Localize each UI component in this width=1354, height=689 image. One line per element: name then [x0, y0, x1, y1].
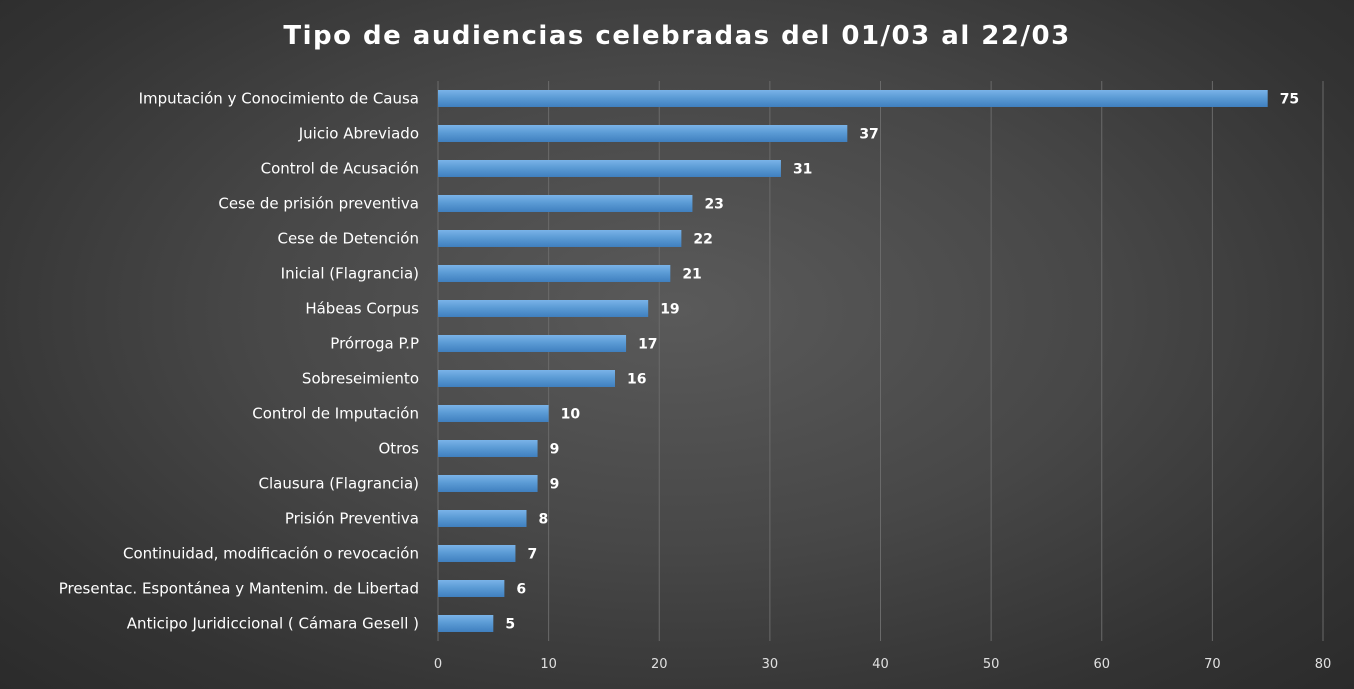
data-label: 10	[561, 407, 581, 423]
bar	[438, 440, 538, 457]
category-label: Control de Imputación	[252, 405, 419, 423]
bar	[438, 510, 527, 527]
bar	[438, 230, 682, 247]
bar	[438, 160, 781, 177]
x-tick-label: 80	[1315, 657, 1332, 672]
category-label: Anticipo Juridiccional ( Cámara Gesell )	[127, 615, 419, 633]
category-label: Cese de Detención	[277, 230, 419, 248]
x-tick-label: 30	[762, 657, 779, 672]
category-label: Continuidad, modificación o revocación	[123, 545, 419, 563]
x-tick-label: 20	[651, 657, 668, 672]
data-label: 19	[660, 302, 679, 318]
data-label: 5	[505, 617, 515, 633]
bar	[438, 615, 494, 632]
bar	[438, 405, 549, 422]
bar	[438, 370, 615, 387]
x-tick-label: 70	[1204, 657, 1221, 672]
data-label: 17	[638, 337, 657, 353]
category-label: Prórroga P.P	[330, 335, 419, 353]
category-label: Hábeas Corpus	[305, 300, 419, 318]
bar	[438, 475, 538, 492]
bars	[438, 90, 1268, 632]
category-label: Control de Acusación	[261, 160, 419, 178]
data-label: 7	[527, 547, 537, 563]
category-label: Juicio Abreviado	[298, 125, 419, 143]
data-label: 8	[539, 512, 549, 528]
data-label: 75	[1280, 92, 1299, 108]
bar	[438, 545, 516, 562]
bar	[438, 580, 505, 597]
x-tick-label: 50	[983, 657, 1000, 672]
x-axis-ticks: 0 10 20 30 40 50 60 70 80	[434, 657, 1331, 672]
data-label: 21	[682, 267, 701, 283]
category-labels: Imputación y Conocimiento de Causa Juicio…	[59, 90, 419, 633]
category-label: Presentac. Espontánea y Mantenim. de Lib…	[59, 580, 419, 598]
x-tick-label: 10	[540, 657, 557, 672]
bar	[438, 195, 693, 212]
category-label: Cese de prisión preventiva	[218, 195, 419, 213]
data-label: 37	[859, 127, 878, 143]
data-label: 9	[550, 477, 560, 493]
x-tick-label: 60	[1093, 657, 1110, 672]
data-label: 22	[693, 232, 712, 248]
data-label: 16	[627, 372, 646, 388]
category-label: Clausura (Flagrancia)	[259, 475, 419, 493]
chart-title: Tipo de audiencias celebradas del 01/03 …	[283, 21, 1070, 51]
bar	[438, 300, 649, 317]
bar	[438, 125, 848, 142]
data-label: 23	[704, 197, 723, 213]
data-label: 6	[516, 582, 526, 598]
category-label: Prisión Preventiva	[285, 510, 419, 528]
category-label: Imputación y Conocimiento de Causa	[139, 90, 419, 108]
data-label: 31	[793, 162, 812, 178]
x-tick-label: 40	[872, 657, 889, 672]
category-label: Otros	[378, 440, 419, 458]
x-tick-label: 0	[434, 657, 442, 672]
bar	[438, 90, 1268, 107]
bar	[438, 265, 671, 282]
value-labels: 75 37 31 23 22 21 19 17 16 10 9 9 8 7 6 5	[505, 92, 1299, 633]
data-label: 9	[550, 442, 560, 458]
category-label: Sobreseimiento	[302, 370, 419, 388]
bar	[438, 335, 627, 352]
category-label: Inicial (Flagrancia)	[281, 265, 419, 283]
